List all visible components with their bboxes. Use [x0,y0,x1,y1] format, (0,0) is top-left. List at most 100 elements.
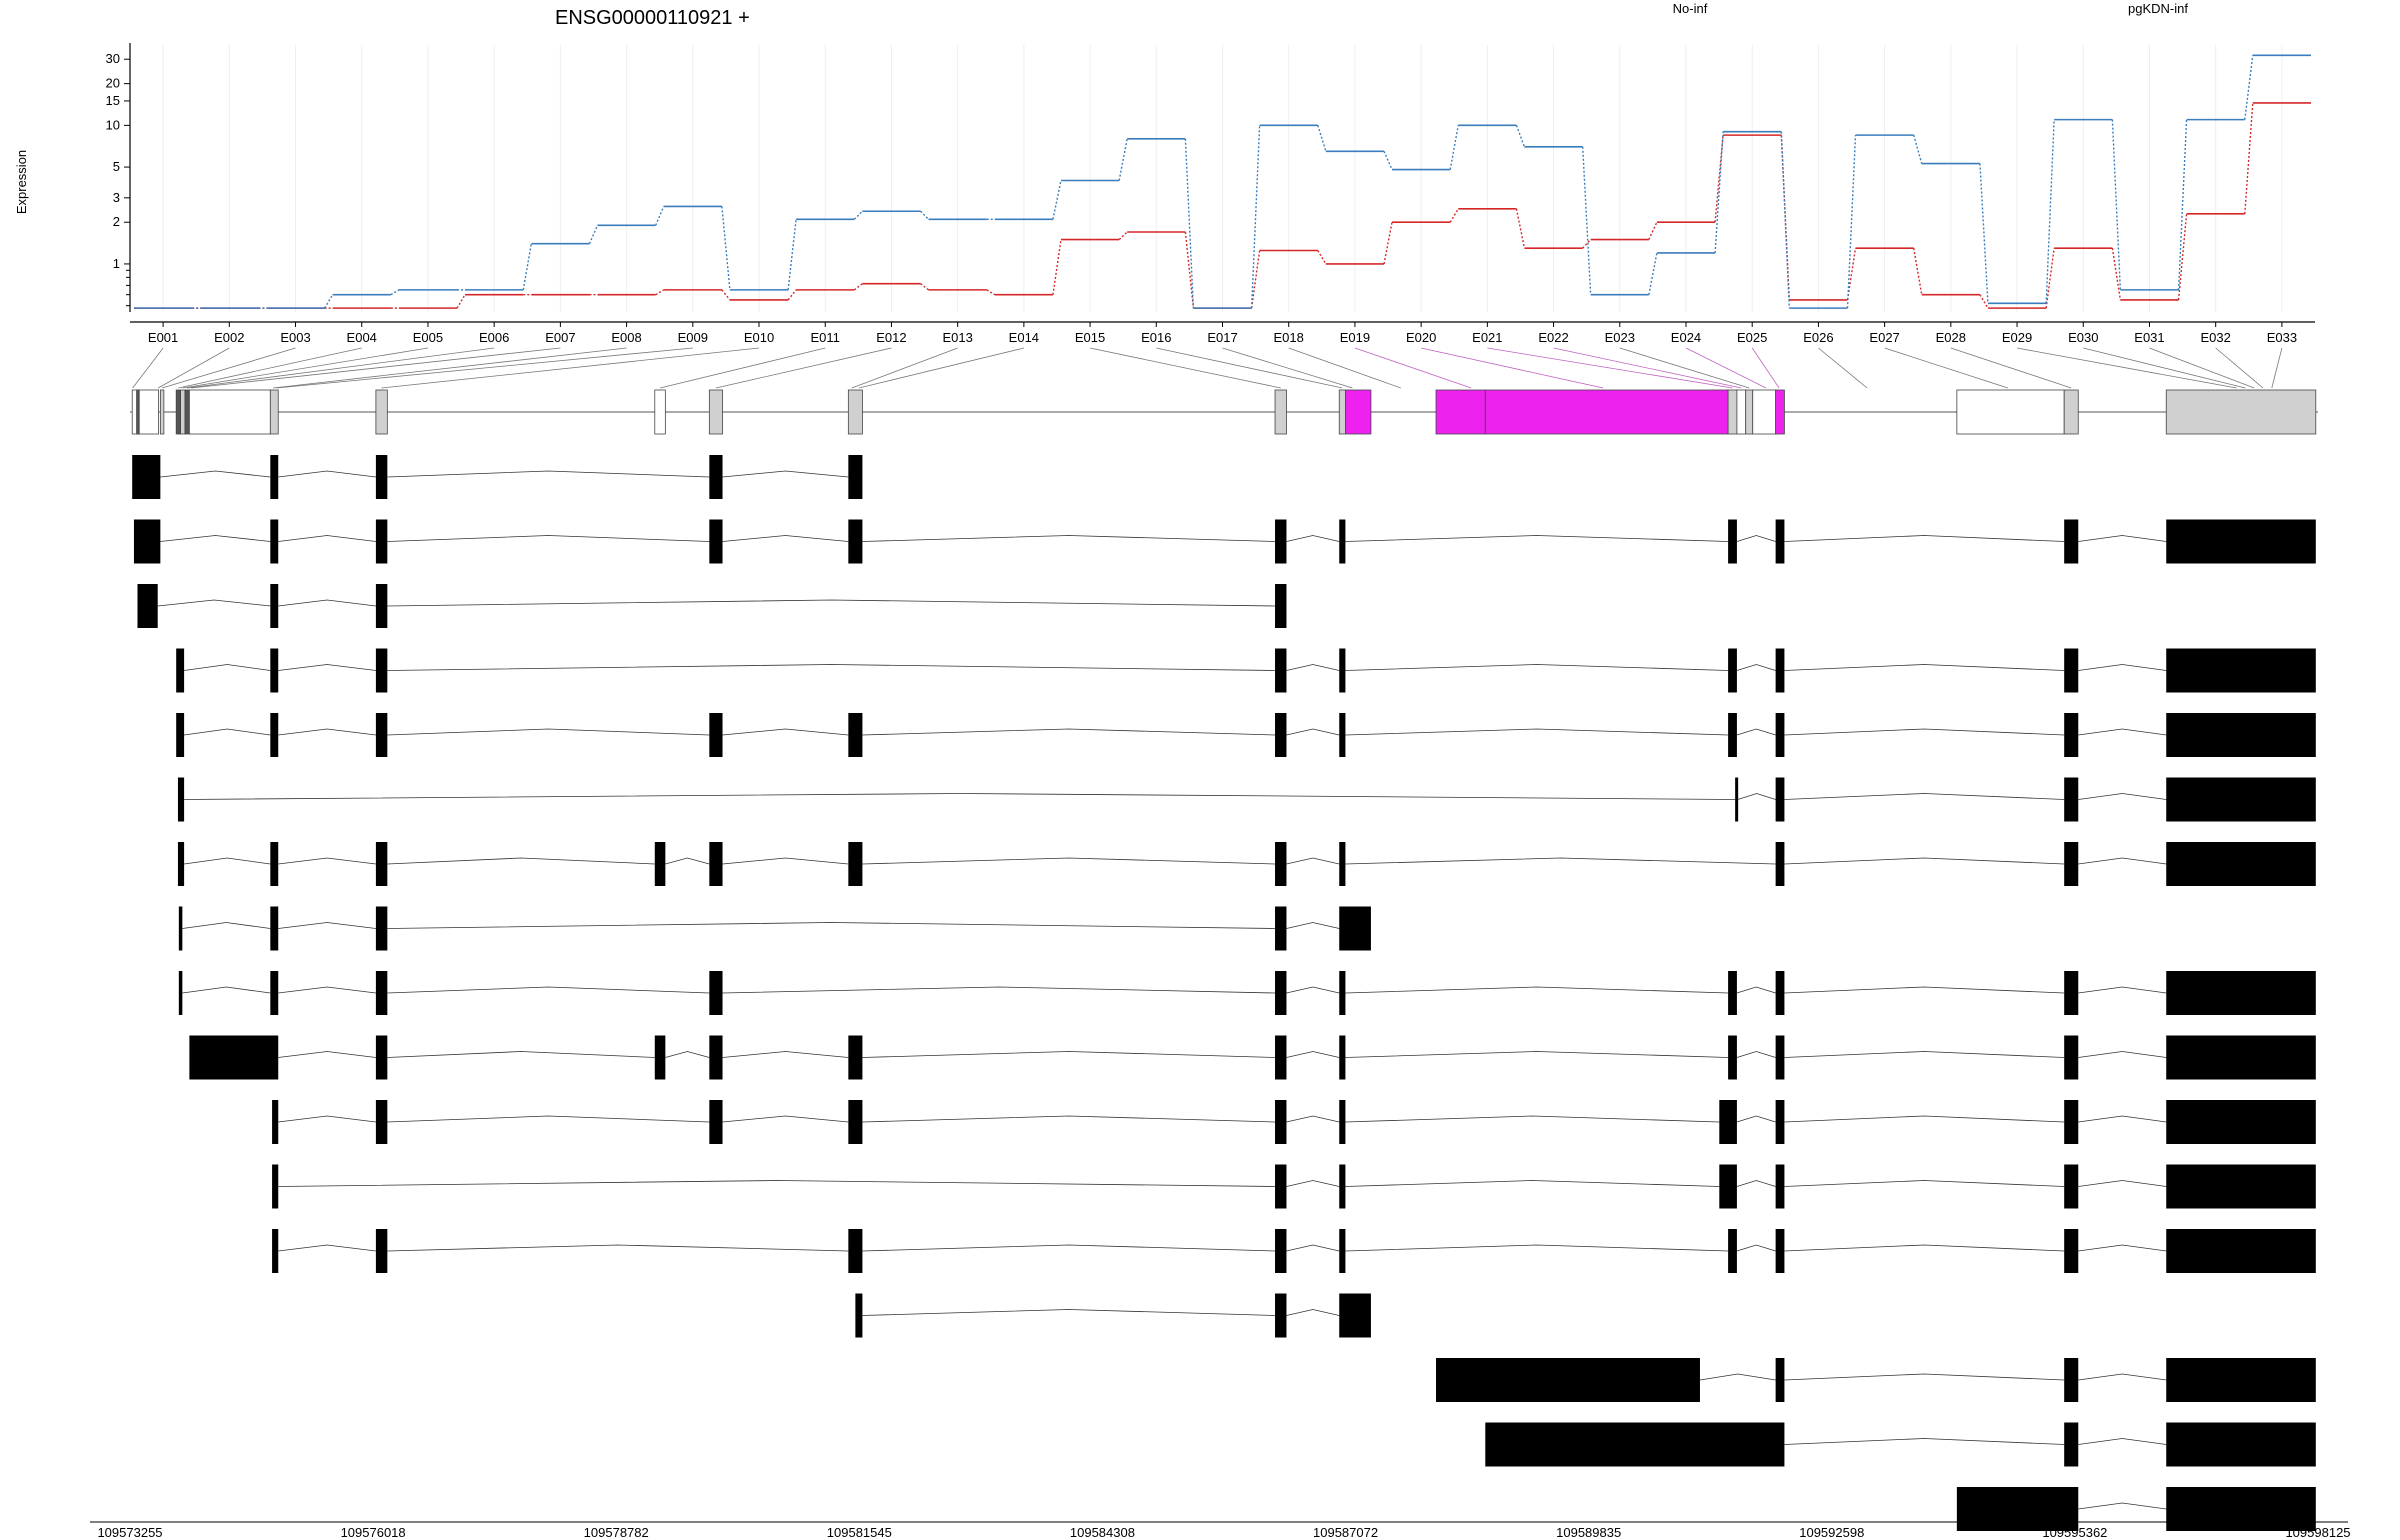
series-connector [787,219,797,290]
series-connector [1581,146,1592,295]
intron-line [184,857,271,865]
bin-connector-line [659,347,826,389]
x-tick-label: E002 [214,330,244,345]
gridlines [162,45,2283,312]
gene-exon-bin [188,389,271,435]
bin-connector-line [1222,347,1353,389]
series-connector [2244,55,2254,120]
bin-connector-line [2271,347,2283,389]
transcript-exon [709,842,723,886]
series-connector [2244,102,2254,214]
transcript-exon [1275,906,1287,951]
series-connector [1052,239,1062,295]
y-tick-label: 20 [106,76,120,91]
transcript-exon [1775,519,1785,564]
intron-line [2078,1438,2167,1445]
intron-line [387,986,710,994]
transcript-model [137,584,1287,628]
transcript-exon [1275,519,1287,564]
gene-exon-bin [1745,389,1754,435]
bin-connector-line [1950,347,2072,389]
transcript-model [176,648,2316,693]
series-connector [1648,221,1658,240]
series-connector [1846,135,1857,309]
transcript-exon [848,1229,863,1273]
transcript-model [272,1229,2316,1273]
intron-line [1736,1180,1776,1187]
y-tick-label: 10 [106,117,120,132]
transcript-exon [848,519,863,564]
transcript-exon [270,648,279,693]
intron-line [2078,1502,2167,1510]
transcript-exon [1485,1422,1785,1467]
y-tick-label: 2 [113,214,120,229]
legend-pgkdn-inf: pgKDN-inf [2128,1,2188,16]
transcript-exon [1275,713,1287,757]
series-connector [787,289,797,301]
transcript-exon [272,1229,279,1273]
genomic-axis: 109573255 109576018 109578782 109581545 1095… [90,1521,2351,1540]
transcript-exon [272,1100,279,1144]
intron-line [184,793,1736,800]
series-connector [1184,138,1195,309]
intron-line [1345,535,1729,542]
series-connector [1979,163,1989,304]
transcript-exon [178,906,183,951]
intron-line [278,728,376,736]
genomic-tick-label: 109573255 [97,1525,162,1540]
bin-connector-line [1685,347,1767,389]
transcript-exon [2064,1100,2079,1144]
intron-line [1784,664,2065,671]
transcript-exon [2064,648,2079,693]
transcript-exon [2166,842,2316,886]
bin-connector-line [715,347,892,389]
transcript-exon [375,906,388,951]
intron-line [1286,728,1340,736]
series-connector [1317,250,1327,265]
transcript-exon [1339,648,1346,693]
transcript-exon [270,713,279,757]
x-tick-label: E006 [479,330,509,345]
transcript-model [272,1164,2316,1209]
intron-line [2078,1244,2167,1252]
bin-connectors [132,347,2283,389]
intron-line [2078,1180,2167,1187]
transcript-exon [272,1164,279,1209]
transcript-model [133,519,2316,564]
transcript-exon [176,713,185,757]
transcript-model [178,906,1371,951]
transcript-exon [375,1229,388,1273]
intron-line [278,599,376,607]
transcript-exon [848,455,863,499]
gene-exon-bin [1338,389,1346,435]
intron-line [862,1051,1276,1058]
transcript-exon [178,971,183,1015]
genomic-tick-label: 109598125 [2285,1525,2350,1540]
series-connector [920,283,929,291]
intron-line [278,1180,1276,1187]
axes [124,43,2315,327]
series-connector [721,289,731,301]
gene-exon-bin [1274,389,1287,435]
intron-line [182,922,271,929]
transcript-exon [270,455,279,499]
intron-line [1784,793,2065,800]
intron-line [665,1051,710,1058]
intron-line [665,857,710,865]
series-connector [1714,131,1724,254]
x-tick-label: E029 [2002,330,2032,345]
transcript-exon [855,1293,863,1338]
intron-line [387,535,710,542]
intron-line [278,1115,376,1123]
intron-line [1699,1373,1776,1381]
transcript-exon [1436,1358,1700,1402]
series-connector [655,289,665,296]
intron-line [2078,1115,2167,1123]
series-connector [2177,119,2188,290]
series-connector [522,243,532,290]
intron-line [2078,535,2167,542]
transcript-exon [375,519,388,564]
intron-line [2078,793,2167,800]
x-tick-label: E019 [1340,330,1370,345]
y-tick-label: 15 [106,93,120,108]
